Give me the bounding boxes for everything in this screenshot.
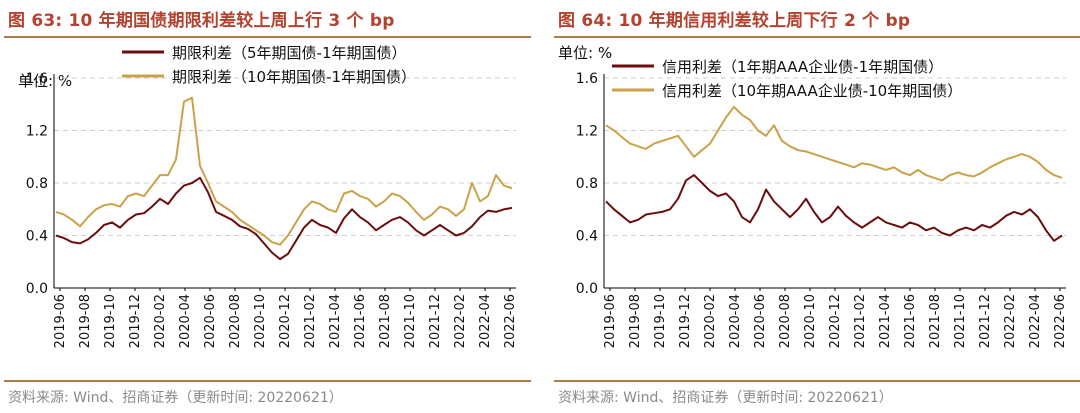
series-line <box>605 105 1063 182</box>
x-tick-label: 2021-08 <box>378 294 393 348</box>
source-bar: 资料来源: Wind、招商证券（更新时间: 20220621） <box>554 380 1080 413</box>
series-line <box>55 96 513 246</box>
legend-label: 信用利差（1年期AAA企业债-1年期国债） <box>662 58 943 76</box>
y-tick-label: 0.4 <box>26 229 48 245</box>
x-tick-label: 2020-02 <box>703 294 718 348</box>
credit-spread-chart: 单位: % 0.0 0.4 0.8 1.2 1.6 2019-06 2019-08 2019-1… <box>558 44 1068 348</box>
x-tick-label: 2020-02 <box>153 294 168 348</box>
x-tick-label: 2021-10 <box>403 294 418 348</box>
legend-label: 期限利差（10年期国债-1年期国债） <box>172 68 416 86</box>
series-line <box>55 176 513 261</box>
x-tick-label: 2022-04 <box>1028 294 1043 348</box>
title-bar: 图 63: 10 年期国债期限利差较上周上行 3 个 bp <box>4 0 531 38</box>
x-tick-label: 2020-12 <box>278 294 293 348</box>
x-tick-label: 2021-08 <box>928 294 943 348</box>
x-tick-label: 2020-04 <box>728 294 743 348</box>
x-tick-label: 2022-04 <box>478 294 493 348</box>
y-tick-label: 0.0 <box>26 281 48 297</box>
y-tick-label: 1.2 <box>26 124 48 140</box>
unit-label: 单位: % <box>558 44 612 62</box>
x-tick-label: 2019-06 <box>53 294 68 348</box>
y-tick-label: 0.0 <box>576 281 598 297</box>
x-tick-label: 2019-12 <box>678 294 693 348</box>
source-note: 资料来源: Wind、招商证券（更新时间: 20220621） <box>558 390 893 406</box>
x-tick-label: 2021-04 <box>328 294 343 348</box>
unit-label: 单位: % <box>18 72 72 90</box>
y-tick-label: 0.8 <box>26 176 48 192</box>
legend-label: 期限利差（5年期国债-1年期国债） <box>172 44 407 62</box>
x-tick-label: 2019-06 <box>603 294 618 348</box>
chart-panel-term-spread: 图 63: 10 年期国债期限利差较上周上行 3 个 bp 单位: % 0.0 0.… <box>4 0 531 411</box>
y-tick-label: 1.2 <box>576 124 598 140</box>
chart-title: 图 64: 10 年期信用利差较上周下行 2 个 bp <box>558 11 911 31</box>
x-tick-label: 2022-06 <box>1053 294 1068 348</box>
x-tick-label: 2021-04 <box>878 294 893 348</box>
chart-panel-credit-spread: 图 64: 10 年期信用利差较上周下行 2 个 bp 单位: % 0.0 0.4 0… <box>554 0 1080 411</box>
x-tick-label: 2020-12 <box>828 294 843 348</box>
legend-label: 信用利差（10年期AAA企业债-10年期国债） <box>662 82 962 100</box>
x-tick-label: 2021-06 <box>353 294 368 348</box>
x-tick-label: 2020-08 <box>228 294 243 348</box>
x-tick-label: 2022-02 <box>453 294 468 348</box>
x-tick-label: 2021-06 <box>903 294 918 348</box>
source-note: 资料来源: Wind、招商证券（更新时间: 20220621） <box>8 390 343 406</box>
series-line <box>605 174 1063 242</box>
x-tick-label: 2021-02 <box>853 294 868 348</box>
x-tick-label: 2022-02 <box>1003 294 1018 348</box>
y-tick-label: 1.6 <box>26 71 48 87</box>
chart-title: 图 63: 10 年期国债期限利差较上周上行 3 个 bp <box>8 11 395 31</box>
x-tick-label: 2020-06 <box>753 294 768 348</box>
x-tick-label: 2020-10 <box>253 294 268 348</box>
x-tick-label: 2020-10 <box>803 294 818 348</box>
x-tick-label: 2019-08 <box>628 294 643 348</box>
x-tick-label: 2022-06 <box>503 294 518 348</box>
x-tick-label: 2019-10 <box>103 294 118 348</box>
y-tick-label: 0.8 <box>576 176 598 192</box>
x-tick-label: 2021-02 <box>303 294 318 348</box>
x-tick-label: 2021-12 <box>428 294 443 348</box>
y-tick-label: 1.6 <box>576 71 598 87</box>
source-bar: 资料来源: Wind、招商证券（更新时间: 20220621） <box>4 380 531 413</box>
x-tick-label: 2020-04 <box>178 294 193 348</box>
x-tick-label: 2019-10 <box>653 294 668 348</box>
x-tick-label: 2019-08 <box>78 294 93 348</box>
x-tick-label: 2019-12 <box>128 294 143 348</box>
term-spread-chart: 单位: % 0.0 0.4 0.8 1.2 1.6 2019-06 2019-08 2019-1… <box>18 44 518 348</box>
x-tick-label: 2020-08 <box>778 294 793 348</box>
x-tick-label: 2021-12 <box>978 294 993 348</box>
x-tick-label: 2020-06 <box>203 294 218 348</box>
y-tick-label: 0.4 <box>576 229 598 245</box>
x-tick-label: 2021-10 <box>953 294 968 348</box>
title-bar: 图 64: 10 年期信用利差较上周下行 2 个 bp <box>554 0 1080 38</box>
